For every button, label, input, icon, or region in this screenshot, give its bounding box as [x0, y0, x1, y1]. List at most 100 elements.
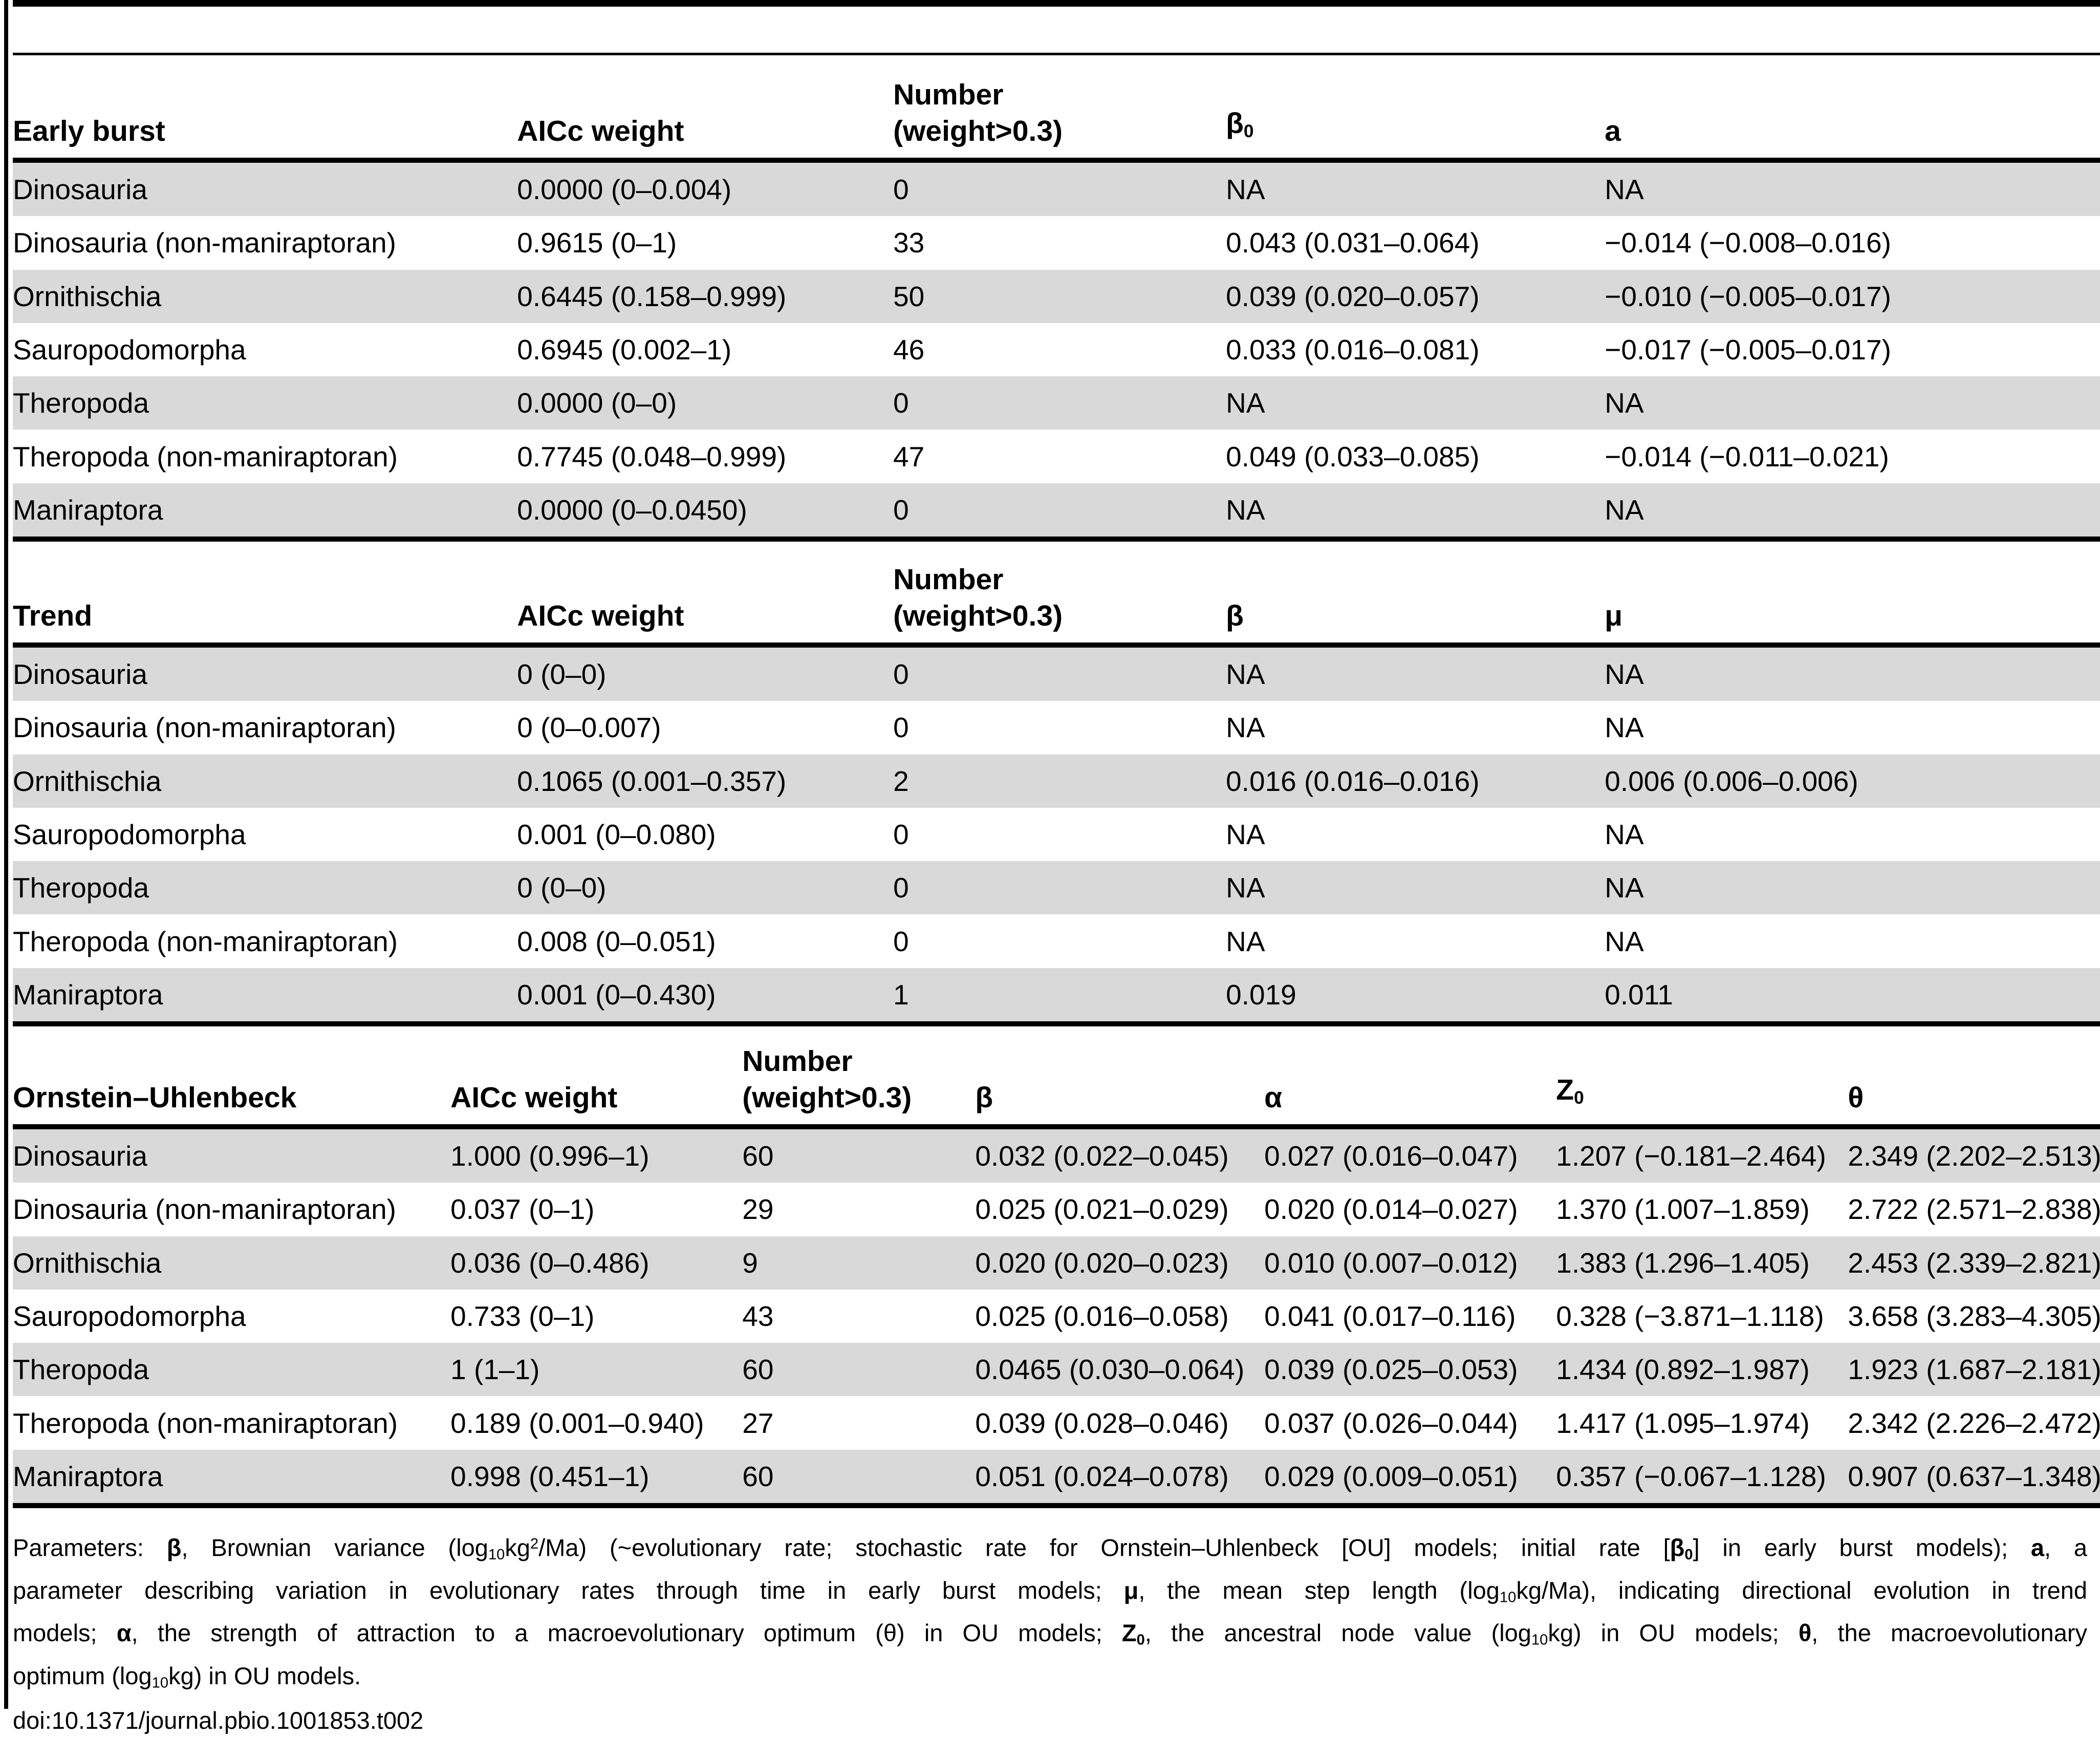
- table-cell: 0.6945 (0.002–1): [517, 323, 893, 376]
- text-segment: μ: [1123, 1576, 1139, 1604]
- text-segment: , Brownian variance (log: [181, 1534, 488, 1561]
- text-segment: kg) in OU models;: [1548, 1619, 1799, 1647]
- cell-text: 0.6445 (0.158–0.999): [517, 280, 787, 312]
- table-cell: 0.328 (−3.871–1.118): [1556, 1290, 1848, 1343]
- page-left-border: [4, 0, 8, 1709]
- cell-text: 0 (0–0.007): [517, 712, 661, 744]
- column-header: Ornstein–Uhlenbeck: [13, 1026, 450, 1124]
- table-cell: 0.016 (0.016–0.016): [1226, 755, 1605, 808]
- trend-header-row: Trend AICc weight Number (weight>0.3) β μ: [13, 542, 2100, 642]
- table-cell: 0.733 (0–1): [450, 1290, 742, 1343]
- cell-text: NA: [1605, 872, 1644, 904]
- cell-text: 0.001 (0–0.430): [517, 978, 716, 1011]
- text-segment: kg) in OU models.: [168, 1662, 361, 1689]
- table-cell: 0.020 (0.014–0.027): [1264, 1183, 1556, 1236]
- column-header-line: θ: [1848, 1080, 2100, 1116]
- table-cell: 0.006 (0.006–0.006): [1605, 755, 2100, 808]
- table-cell: 29: [742, 1183, 975, 1236]
- text-segment: models;: [13, 1619, 117, 1647]
- cell-text: 0.032 (0.022–0.045): [975, 1140, 1229, 1172]
- column-header: AICc weight: [517, 542, 893, 642]
- table-cell: 0.0000 (0–0.0450): [517, 483, 893, 537]
- table-bottom-rule: [13, 537, 2100, 542]
- cell-text: Theropoda: [13, 872, 149, 904]
- column-header-line: β: [975, 1080, 1264, 1116]
- footnote-line: models; α, the strength of attraction to…: [13, 1615, 2087, 1658]
- column-header-line: β0: [1226, 105, 1605, 149]
- table-cell: NA: [1605, 483, 2100, 537]
- cell-text: 0.998 (0.451–1): [450, 1460, 650, 1492]
- table-cell: 0.043 (0.031–0.064): [1226, 216, 1605, 269]
- table-cell: 0.051 (0.024–0.078): [975, 1450, 1264, 1503]
- table-cell: 1.207 (−0.181–2.464): [1556, 1129, 1848, 1183]
- footnote-line: optimum (log10kg) in OU models.: [13, 1658, 2087, 1701]
- cell-text: 0.328 (−3.871–1.118): [1556, 1300, 1824, 1333]
- table-row: Ornithischia 0.1065 (0.001–0.357) 2 0.016 (…: [13, 754, 2100, 808]
- cell-text: Dinosauria: [13, 658, 147, 691]
- table-cell: 0: [893, 914, 1226, 968]
- table-cell: NA: [1226, 701, 1605, 754]
- table-cell: Dinosauria: [13, 1129, 450, 1183]
- early-burst-body: Dinosauria 0.0000 (0–0.004) 0 NA NA Dinosauri…: [13, 163, 2100, 537]
- column-header-line: Early burst: [13, 113, 517, 149]
- cell-text: 1.207 (−0.181–2.464): [1556, 1140, 1826, 1172]
- column-header: Z0: [1556, 1026, 1848, 1124]
- text-segment: α: [116, 1619, 132, 1647]
- cell-text: 0.0000 (0–0): [517, 387, 677, 419]
- table-cell: 0.025 (0.021–0.029): [975, 1183, 1264, 1236]
- cell-text: 3.658 (3.283–4.305): [1848, 1300, 2100, 1333]
- cell-text: −0.017 (−0.005–0.017): [1605, 334, 1891, 366]
- ornstein-uhlenbeck-table: Ornstein–Uhlenbeck AICc weight Number (weig…: [13, 1026, 2100, 1509]
- table-cell: 0.011: [1605, 968, 2100, 1021]
- header-underline-rule: [13, 158, 2100, 163]
- table-cell: 0.0000 (0–0): [517, 376, 893, 430]
- text-segment: ] in early burst models);: [1693, 1534, 2031, 1561]
- table-cell: 3.658 (3.283–4.305): [1848, 1290, 2100, 1343]
- cell-text: 9: [742, 1247, 758, 1279]
- text-segment: 0: [1574, 1088, 1584, 1108]
- table-cell: 0.010 (0.007–0.012): [1264, 1236, 1556, 1290]
- cell-text: 0.037 (0.026–0.044): [1264, 1407, 1518, 1439]
- column-header: a: [1605, 57, 2100, 158]
- cell-text: 60: [742, 1140, 774, 1172]
- cell-text: 33: [893, 227, 925, 259]
- cell-text: −0.014 (−0.011–0.021): [1605, 440, 1889, 473]
- cell-text: 0.0465 (0.030–0.064): [975, 1354, 1245, 1386]
- cell-text: 0: [893, 872, 909, 904]
- table-cell: Theropoda (non-maniraptoran): [13, 1396, 450, 1449]
- table-cell: Maniraptora: [13, 483, 517, 537]
- table-row: Ornithischia 0.6445 (0.158–0.999) 50 0.039 …: [13, 269, 2100, 323]
- cell-text: 50: [893, 280, 925, 312]
- table-row: Dinosauria 0 (0–0) 0 NA NA: [13, 648, 2100, 701]
- table-cell: 1.383 (1.296–1.405): [1556, 1236, 1848, 1290]
- cell-text: NA: [1226, 872, 1265, 904]
- doi-line: doi:10.1371/journal.pbio.1001853.t002: [13, 1707, 424, 1734]
- text-segment: β: [1670, 1534, 1685, 1561]
- column-header-line: Number: [893, 562, 1226, 598]
- ornstein-uhlenbeck-header-row: Ornstein–Uhlenbeck AICc weight Number (weig…: [13, 1026, 2100, 1124]
- table-row: Maniraptora 0.998 (0.451–1) 60 0.051 (0.024…: [13, 1449, 2100, 1504]
- cell-text: 0.010 (0.007–0.012): [1264, 1247, 1518, 1279]
- ornstein-uhlenbeck-body: Dinosauria 1.000 (0.996–1) 60 0.032 (0.022–…: [13, 1129, 2100, 1504]
- text-segment: Number: [742, 1045, 853, 1078]
- table-cell: 0.033 (0.016–0.081): [1226, 323, 1605, 376]
- table-top-rule: [13, 0, 2100, 7]
- text-segment: 10: [488, 1546, 505, 1563]
- cell-text: 0.027 (0.016–0.047): [1264, 1140, 1518, 1172]
- cell-text: 2: [893, 765, 909, 797]
- column-header-line: μ: [1605, 598, 2100, 634]
- table-cell: 0.7745 (0.048–0.999): [517, 430, 893, 483]
- cell-text: Theropoda (non-maniraptoran): [13, 1407, 398, 1439]
- text-segment: Number: [893, 78, 1004, 111]
- table-row: Theropoda 0 (0–0) 0 NA NA: [13, 861, 2100, 915]
- cell-text: Theropoda: [13, 1354, 149, 1386]
- text-segment: , the mean step length (log: [1138, 1576, 1500, 1604]
- column-header-line: Ornstein–Uhlenbeck: [13, 1080, 450, 1116]
- column-header: β0: [1226, 57, 1605, 158]
- text-segment: β: [166, 1534, 182, 1561]
- text-segment: 0: [1136, 1632, 1145, 1648]
- cell-text: Theropoda (non-maniraptoran): [13, 440, 398, 473]
- table-row: Dinosauria 0.0000 (0–0.004) 0 NA NA: [13, 163, 2100, 217]
- table-cell: 0.008 (0–0.051): [517, 914, 893, 968]
